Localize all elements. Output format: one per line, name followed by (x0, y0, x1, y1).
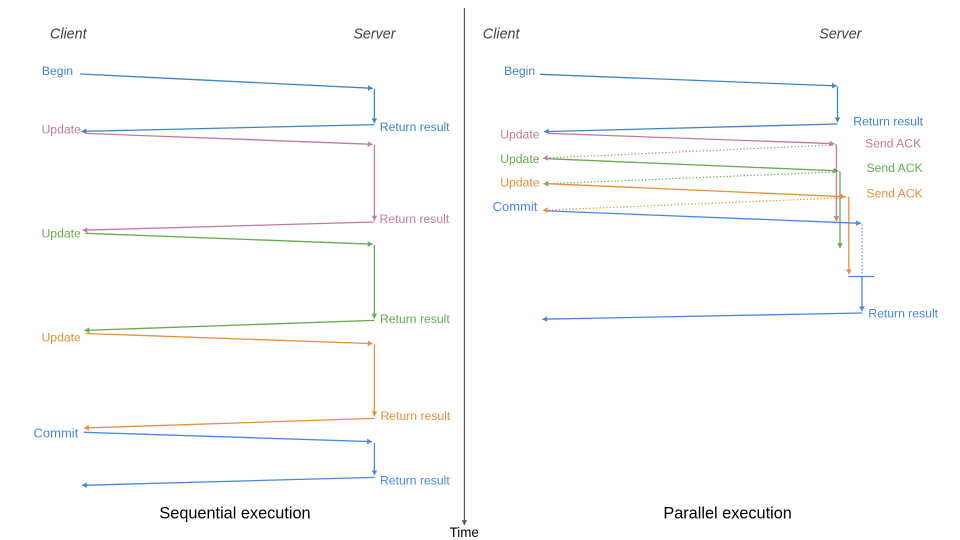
svg-text:Sequential execution: Sequential execution (159, 505, 310, 523)
svg-text:Send ACK: Send ACK (865, 136, 921, 150)
svg-text:Server: Server (819, 27, 862, 43)
svg-text:Time: Time (450, 525, 479, 540)
svg-text:Return result: Return result (380, 120, 450, 134)
svg-text:Update: Update (42, 331, 82, 345)
svg-text:Begin: Begin (504, 64, 535, 78)
svg-text:Send ACK: Send ACK (867, 186, 923, 200)
svg-text:Update: Update (500, 152, 540, 166)
svg-text:Parallel execution: Parallel execution (663, 505, 792, 523)
svg-text:Update: Update (500, 127, 540, 141)
svg-text:Return result: Return result (381, 409, 451, 423)
svg-text:Return result: Return result (380, 474, 450, 488)
svg-text:Return result: Return result (868, 307, 938, 321)
svg-text:Return result: Return result (380, 312, 450, 326)
svg-text:Update: Update (500, 176, 540, 190)
svg-text:Update: Update (42, 122, 82, 136)
svg-text:Server: Server (353, 27, 396, 43)
svg-text:Client: Client (483, 27, 521, 43)
svg-text:Commit: Commit (493, 199, 538, 214)
svg-text:Return result: Return result (853, 115, 923, 129)
svg-text:Return result: Return result (380, 212, 450, 226)
svg-text:Client: Client (50, 27, 88, 43)
svg-text:Send ACK: Send ACK (867, 161, 923, 175)
svg-text:Commit: Commit (34, 425, 79, 440)
svg-text:Update: Update (42, 226, 82, 240)
svg-text:Begin: Begin (42, 64, 73, 78)
